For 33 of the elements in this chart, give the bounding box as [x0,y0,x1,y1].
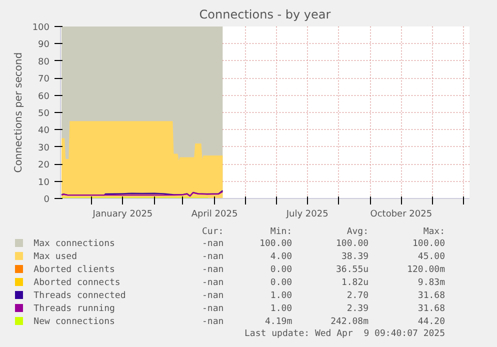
text: -nan 100.00 100.00 100.00 [202,239,445,249]
y-tick-label: 100 [32,23,50,33]
text: -nan 4.19m 242.08m 44.20 [202,317,445,327]
text: -nan 0.00 1.82u 9.83m [202,278,445,288]
legend-label: Aborted connects [32,277,122,290]
legend-label: Threads connected [32,290,127,303]
legend-label: Max used [32,251,78,264]
y-tick-label: 20 [38,160,50,171]
legend-label: Max connections [32,238,116,251]
x-tick-label: January 2025 [92,210,153,220]
text: Cur: Min: Avg: Max: [202,227,445,237]
y-tick-label: 50 [38,109,50,119]
legend-label: Aborted clients [32,264,116,277]
y-tick-label: 60 [38,92,50,102]
legend-label: New connections [32,316,116,329]
y-tick-label: 10 [38,178,50,188]
text: -nan 0.00 36.55u 120.00m [202,265,445,275]
y-tick-label: 30 [38,143,50,154]
text: -nan 1.00 2.70 31.68 [202,291,445,301]
x-tick-label: October 2025 [370,210,432,220]
y-tick-label: 80 [38,57,50,68]
x-tick-label: April 2025 [191,210,238,220]
y-tick-label: 0 [44,195,50,205]
x-tick-label: July 2025 [285,210,328,220]
text: -nan 1.00 2.39 31.68 [202,304,445,314]
chart-title: Connections - by year [199,8,331,22]
y-tick-label: 90 [38,40,50,50]
y-axis-title: Connections per second [13,52,24,173]
text: Last update: Wed Apr 9 09:40:07 2025 [244,329,445,340]
y-tick-label: 70 [38,74,50,85]
text: -nan 4.00 38.39 45.00 [202,252,445,262]
y-tick-label: 40 [38,126,50,136]
legend-label: Threads running [32,303,116,316]
